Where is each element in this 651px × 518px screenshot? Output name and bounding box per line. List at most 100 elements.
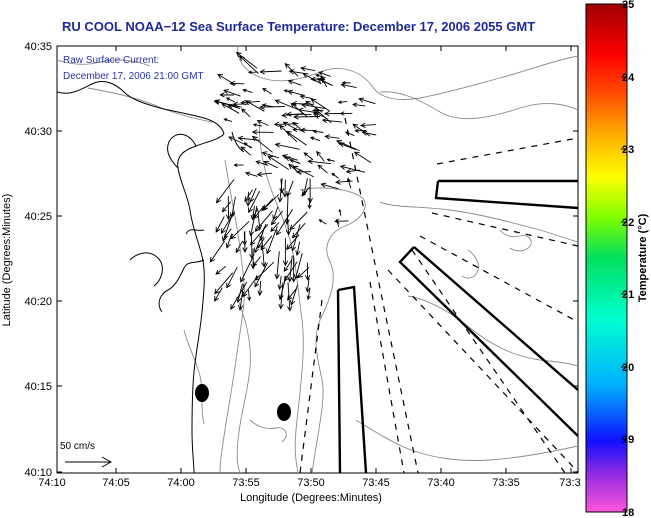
current-vector-arrow [274,99,299,110]
x-tick-label: 73:40 [427,477,455,489]
current-vector-arrow [282,238,289,267]
current-vector-arrow [250,248,256,270]
current-vector-arrow [316,150,325,162]
current-vector-arrow [278,124,298,143]
current-vector-arrow [339,164,366,173]
current-vector-arrow [290,255,297,283]
current-vector-arrow [221,201,232,213]
current-vector-arrow [230,281,248,310]
current-vector-arrow [318,71,331,77]
current-vector-arrow [321,117,342,124]
current-vector-arrow [257,281,263,297]
current-vector-arrow [274,251,280,280]
x-axis: 74:10 74:05 74:00 73:55 73:50 73:45 73:4… [38,46,581,504]
current-vector-arrow [247,289,252,302]
current-vector-arrow [326,158,336,162]
colorbar-gradient [585,3,628,513]
current-vector-arrow [305,278,311,293]
current-vector-arrow [232,101,249,107]
colorbar-tick-label: 25 [622,0,634,11]
current-vector-arrow [317,164,328,174]
current-vector-arrow [245,191,251,207]
current-vector-arrow [345,131,355,137]
current-vector-arrow [251,129,274,135]
x-tick-label: 74:00 [167,477,195,489]
current-vector-arrow [282,121,296,129]
colorbar-tick-label: 22 [622,217,634,229]
colorbar-tick-label: 23 [622,144,634,156]
current-vector-arrow [301,187,310,197]
y-tick-label: 40:35 [24,41,52,53]
current-vector-arrow [338,208,342,216]
y-tick-label: 40:25 [24,211,52,223]
current-vector-arrow [254,262,268,288]
x-tick-label: 74:10 [38,477,66,489]
current-vector-arrow [225,233,233,249]
annotation-line-2: December 17, 2006 21:00 GMT [63,71,204,82]
current-vector-arrow [290,284,299,306]
current-vector-arrow [253,223,267,254]
current-vector-arrow [283,260,292,273]
current-vector-arrow [331,172,339,179]
current-vector-arrow [337,100,348,104]
current-vector-arrow [324,134,340,140]
current-vector-arrow [233,163,244,167]
current-vector-arrow [277,275,283,290]
current-vector-arrow [270,222,280,233]
current-vector-arrow [314,112,325,118]
current-vector-arrow [303,152,313,160]
x-tick-label: 73:55 [232,477,260,489]
current-vector-arrow [320,75,328,88]
current-vector-arrow [286,180,294,198]
x-tick-label: 73:3 [559,477,580,489]
sector-outlines [336,179,578,473]
current-vector-arrow [261,198,274,212]
current-vector-arrow [229,80,245,87]
current-vector-arrow [284,195,290,225]
colorbar-tick-label: 20 [622,362,634,374]
current-vector-arrow [223,118,233,123]
current-vector-arrow [318,219,327,225]
x-tick-label: 74:05 [102,477,130,489]
current-vector-arrow [352,123,371,137]
x-tick-label: 73:35 [492,477,520,489]
current-vector-arrow [278,282,284,310]
current-vector-arrow [320,182,339,190]
dashed-radial-lines [299,117,578,473]
current-vector-arrow [289,211,308,231]
current-vector-arrow [252,123,263,127]
current-vector-arrow [300,102,327,110]
current-vector-arrow [262,87,272,95]
current-vector-arrow [235,51,258,69]
current-vector-arrow [256,171,273,177]
station-marker-west [195,384,209,402]
current-vector-arrow [291,222,306,239]
current-vector-arrow [361,130,377,136]
current-vector-arrow [266,226,278,255]
y-tick-label: 40:30 [24,126,52,138]
x-tick-label: 73:45 [362,477,390,489]
current-vector-arrow [249,224,269,246]
current-vector-arrow [274,142,300,150]
bathymetry-contours [57,46,578,473]
colorbar-tick-label: 19 [622,434,634,446]
current-vector-arrow [334,218,349,224]
current-vector-arrow [267,155,289,170]
surface-current-vectors [209,51,377,312]
station-marker-east [277,403,291,421]
current-vector-arrow [272,206,279,221]
current-vector-arrow [248,190,261,214]
y-tick-label: 40:15 [24,381,52,393]
current-vector-arrow [281,154,298,161]
current-vector-arrow [235,241,243,254]
current-vector-arrow [228,136,253,149]
current-vector-arrow [304,262,311,281]
current-vector-arrow [292,127,306,132]
colorbar-label: Temperature (°C) [637,213,649,302]
current-vector-arrow [352,102,366,108]
annotation-line-1: Raw Surface Current: [63,55,159,66]
current-vector-arrow [214,287,223,302]
current-vector-arrow [215,179,235,204]
current-vector-arrow [290,102,308,118]
current-vector-arrow [215,216,225,233]
